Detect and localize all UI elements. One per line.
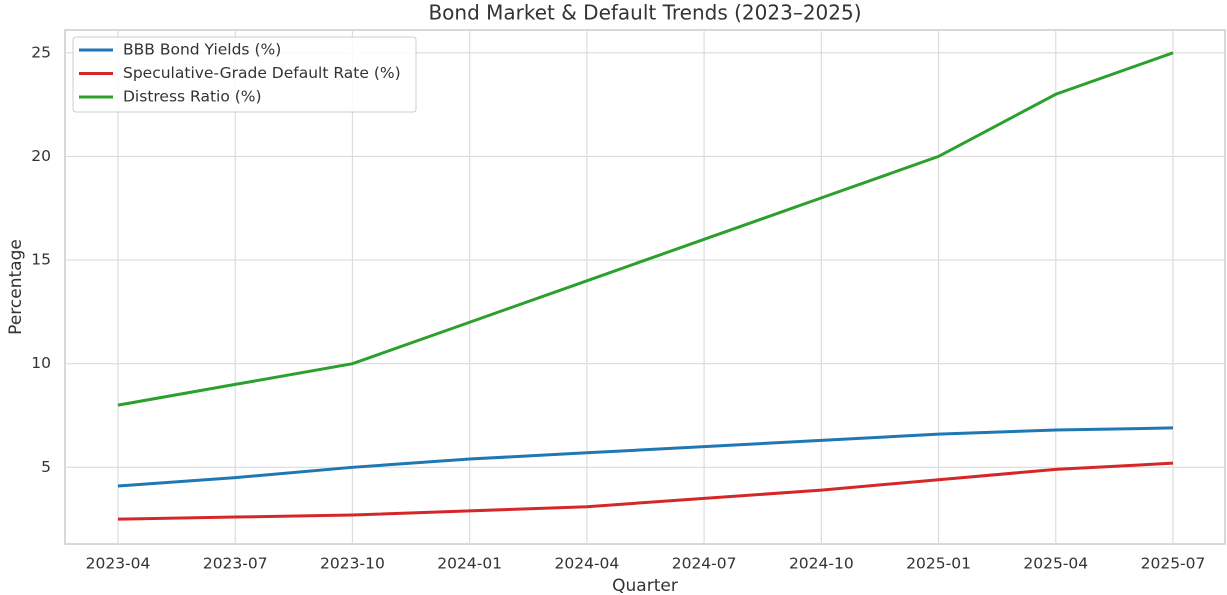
y-tick-label: 25 [31,43,51,61]
data-line [117,426,1174,488]
legend-label: Speculative-Grade Default Rate (%) [123,64,401,82]
legend-label: BBB Bond Yields (%) [123,41,281,59]
x-axis-label: Quarter [612,576,678,595]
y-tick-label: 5 [41,458,51,476]
legend-label: Distress Ratio (%) [123,88,262,106]
x-tick-label: 2025-07 [1141,555,1206,573]
x-tick-label: 2024-01 [437,555,502,573]
x-tick-label: 2024-10 [789,555,854,573]
data-line [117,51,1174,407]
x-tick-label: 2025-01 [906,555,971,573]
x-tick-label: 2024-07 [672,555,737,573]
y-tick-label: 20 [31,147,51,165]
x-tick-label: 2023-07 [203,555,268,573]
x-tick-label: 2023-10 [320,555,385,573]
chart-title: Bond Market & Default Trends (2023–2025) [428,1,861,25]
y-axis-label: Percentage [6,239,26,335]
plot-area [64,29,1226,545]
legend-box [72,36,417,113]
x-tick-label: 2024-04 [555,555,620,573]
y-tick-label: 15 [31,251,51,269]
x-tick-label: 2025-04 [1023,555,1088,573]
x-tick-label: 2023-04 [86,555,151,573]
data-line [117,461,1174,521]
y-tick-label: 10 [31,354,51,372]
